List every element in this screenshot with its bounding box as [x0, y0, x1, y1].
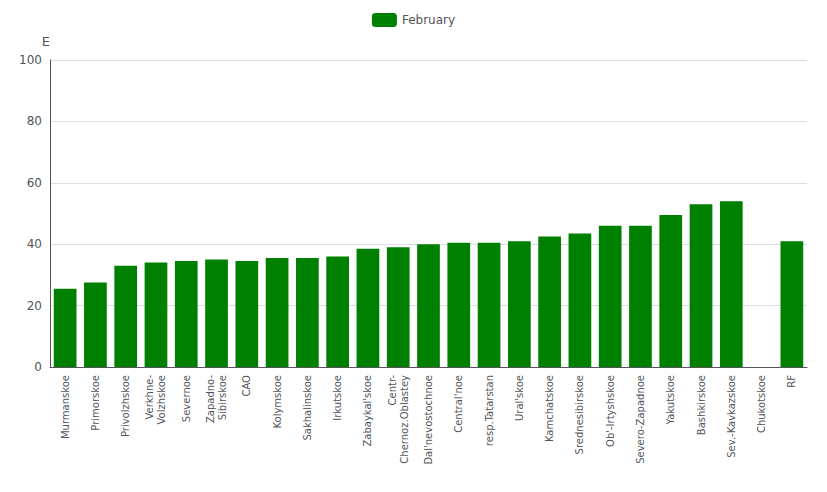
svg-text:Severo-Zapadnoe: Severo-Zapadnoe — [635, 375, 646, 464]
svg-text:60: 60 — [27, 176, 42, 190]
svg-text:Sakhalinskoe: Sakhalinskoe — [302, 375, 313, 441]
svg-text:Sev.-Kavkazskoe: Sev.-Kavkazskoe — [726, 375, 737, 458]
svg-text:Central'noe: Central'noe — [453, 375, 464, 433]
svg-text:Murmanskoe: Murmanskoe — [60, 375, 71, 439]
svg-text:Srednesibirskoe: Srednesibirskoe — [574, 375, 585, 454]
svg-text:Primorskoe: Primorskoe — [90, 375, 101, 431]
svg-text:Zapadno-: Zapadno- — [205, 375, 216, 423]
svg-text:80: 80 — [27, 114, 42, 128]
svg-text:Severnoe: Severnoe — [181, 375, 192, 422]
svg-text:20: 20 — [27, 299, 42, 313]
svg-text:resp.Tatarstan: resp.Tatarstan — [484, 375, 495, 446]
svg-text:Centr-: Centr- — [387, 375, 398, 406]
svg-text:CAO: CAO — [241, 375, 252, 397]
svg-text:Dal'nevostochnoe: Dal'nevostochnoe — [423, 375, 434, 465]
svg-text:0: 0 — [34, 360, 42, 374]
svg-text:Volzhskoe: Volzhskoe — [156, 375, 167, 424]
svg-text:Privolzhskoe: Privolzhskoe — [120, 375, 131, 437]
svg-text:Irkutskoe: Irkutskoe — [332, 375, 343, 421]
svg-text:Bashkirskoe: Bashkirskoe — [696, 375, 707, 435]
svg-text:40: 40 — [27, 237, 42, 251]
svg-text:February: February — [402, 13, 455, 27]
svg-text:100: 100 — [19, 53, 42, 67]
svg-text:Zabaykal'skoe: Zabaykal'skoe — [362, 375, 373, 447]
svg-text:E: E — [42, 34, 50, 49]
svg-text:Yakutskoe: Yakutskoe — [665, 375, 676, 426]
svg-text:RF: RF — [786, 375, 797, 388]
svg-text:Kolymskoe: Kolymskoe — [272, 375, 283, 429]
svg-text:Kamchatskoe: Kamchatskoe — [544, 375, 555, 442]
svg-text:Chukotskoe: Chukotskoe — [756, 375, 767, 433]
svg-text:Verkhne-: Verkhne- — [144, 375, 155, 420]
svg-text:Ob'-Irtyshskoe: Ob'-Irtyshskoe — [605, 375, 616, 447]
svg-text:Sibirskoe: Sibirskoe — [217, 375, 228, 420]
svg-text:Chernoz.Oblastey: Chernoz.Oblastey — [399, 375, 410, 464]
svg-text:Ural'skoe: Ural'skoe — [514, 375, 525, 421]
